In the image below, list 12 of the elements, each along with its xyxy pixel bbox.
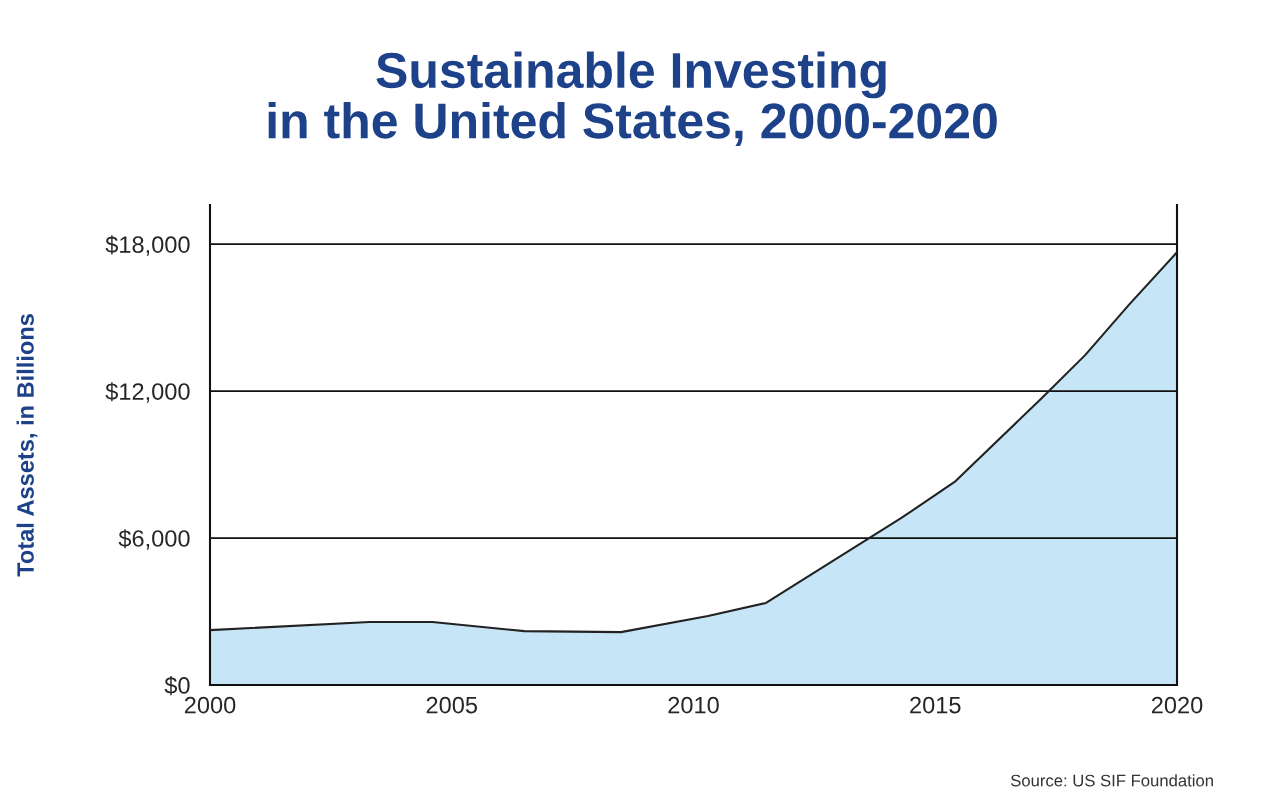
y-tick-label: $12,000: [105, 382, 190, 403]
y-tick-label: $0: [164, 676, 190, 696]
x-tick-label: 2000: [184, 696, 236, 714]
y-tick-label: $6,000: [118, 529, 190, 550]
y-tick-label: $18,000: [105, 235, 190, 256]
x-tick-label: 2005: [426, 696, 478, 714]
x-tick-label: 2015: [910, 696, 961, 714]
y-axis-title: Total Assets, in Billions: [16, 314, 38, 577]
source-note: Source: US SIF Foundation: [1010, 774, 1213, 787]
x-tick-label: 2020: [1151, 696, 1203, 714]
x-tick-label: 2010: [668, 696, 719, 714]
chart-title: Sustainable Investing in the United States, 2000-2020: [268, 51, 997, 146]
